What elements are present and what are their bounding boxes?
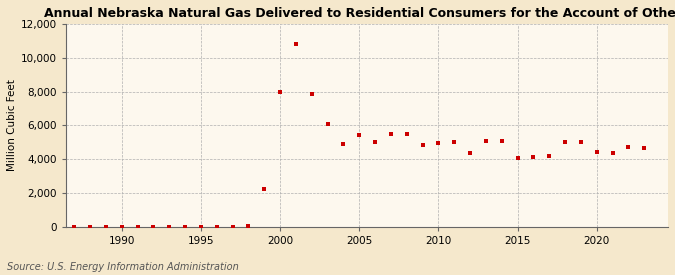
Point xyxy=(433,141,444,145)
Point xyxy=(417,143,428,147)
Y-axis label: Million Cubic Feet: Million Cubic Feet xyxy=(7,79,17,171)
Point xyxy=(306,92,317,96)
Point xyxy=(496,139,507,143)
Point xyxy=(512,155,523,160)
Title: Annual Nebraska Natural Gas Delivered to Residential Consumers for the Account o: Annual Nebraska Natural Gas Delivered to… xyxy=(45,7,675,20)
Point xyxy=(84,225,95,229)
Point xyxy=(322,122,333,126)
Point xyxy=(370,139,381,144)
Point xyxy=(180,224,190,229)
Point xyxy=(290,42,301,46)
Point xyxy=(464,150,475,155)
Point xyxy=(481,139,491,143)
Point xyxy=(544,154,555,158)
Point xyxy=(354,133,364,137)
Point xyxy=(259,187,269,191)
Point xyxy=(196,225,207,229)
Point xyxy=(338,142,349,146)
Point xyxy=(608,151,618,156)
Point xyxy=(560,140,570,145)
Point xyxy=(576,139,587,144)
Point xyxy=(101,225,111,229)
Point xyxy=(116,224,127,229)
Point xyxy=(528,155,539,159)
Text: Source: U.S. Energy Information Administration: Source: U.S. Energy Information Administ… xyxy=(7,262,238,272)
Point xyxy=(402,132,412,136)
Point xyxy=(69,225,80,229)
Point xyxy=(211,224,222,229)
Point xyxy=(132,224,143,229)
Point xyxy=(449,140,460,145)
Point xyxy=(275,89,286,94)
Point xyxy=(227,225,238,229)
Point xyxy=(148,225,159,229)
Point xyxy=(623,145,634,150)
Point xyxy=(639,146,650,150)
Point xyxy=(591,150,602,154)
Point xyxy=(243,224,254,228)
Point xyxy=(164,224,175,229)
Point xyxy=(385,132,396,136)
